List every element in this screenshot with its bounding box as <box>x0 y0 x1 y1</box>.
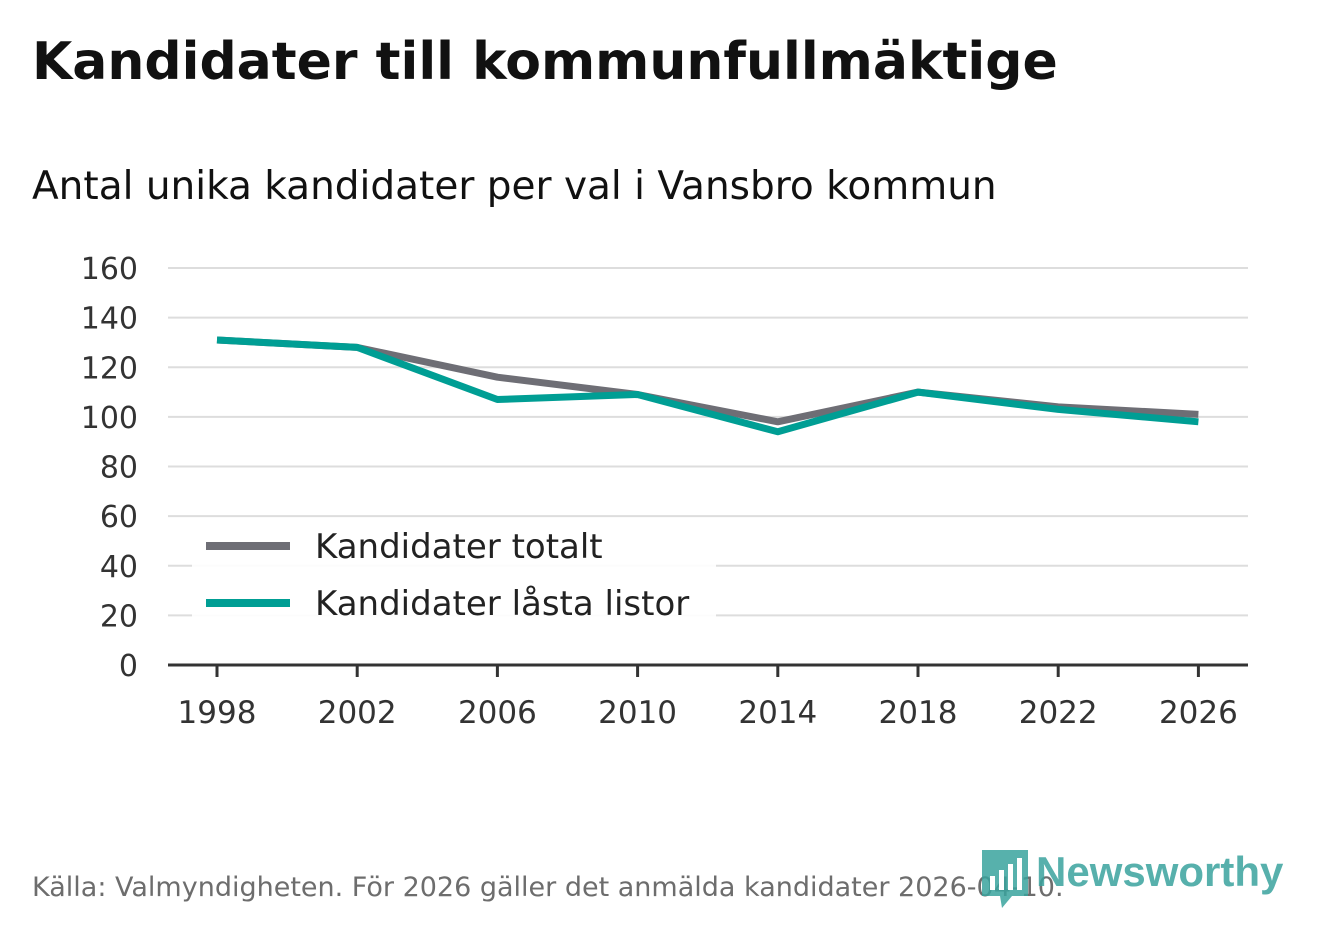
legend-label: Kandidater låsta listor <box>315 584 689 624</box>
series-line-locked <box>216 336 1199 436</box>
source-note: Källa: Valmyndigheten. För 2026 gäller d… <box>32 872 1064 903</box>
x-tick-label: 2006 <box>458 695 537 731</box>
y-tick-label: 20 <box>100 599 138 634</box>
y-tick-label: 80 <box>100 451 138 486</box>
x-axis: 1998 2002 2006 2010 2014 2018 2022 2026 <box>168 663 1248 731</box>
x-tick-label: 2014 <box>738 695 817 731</box>
newsworthy-logo: Newsworthy <box>980 846 1283 912</box>
y-tick-label: 140 <box>81 302 138 337</box>
y-tick-label: 120 <box>81 351 138 386</box>
x-tick-label: 2018 <box>879 695 958 731</box>
x-tick-label: 2010 <box>598 695 677 731</box>
x-tick-label: 2002 <box>318 695 397 731</box>
y-tick-label: 40 <box>100 550 138 585</box>
legend: Kandidater totalt Kandidater låsta listor <box>192 518 716 638</box>
legend-label: Kandidater totalt <box>315 527 603 567</box>
logo-text: Newsworthy <box>1036 848 1284 895</box>
y-tick-label: 100 <box>81 401 138 436</box>
chart-subtitle: Antal unika kandidater per val i Vansbro… <box>32 164 997 209</box>
legend-background <box>192 518 716 638</box>
x-tick-label: 2022 <box>1019 695 1098 731</box>
y-tick-label: 0 <box>119 649 138 684</box>
chart-title: Kandidater till kommunfullmäktige <box>32 32 1058 92</box>
logo-chart-icon <box>982 850 1028 908</box>
series-lines <box>216 336 1199 436</box>
x-tick-label: 1998 <box>178 695 257 731</box>
y-axis-ticks: 0 20 40 60 80 100 120 140 160 <box>81 252 138 684</box>
y-tick-label: 160 <box>81 252 138 287</box>
y-tick-label: 60 <box>100 500 138 535</box>
x-tick-label: 2026 <box>1159 695 1238 731</box>
grid-lines <box>168 267 1248 617</box>
